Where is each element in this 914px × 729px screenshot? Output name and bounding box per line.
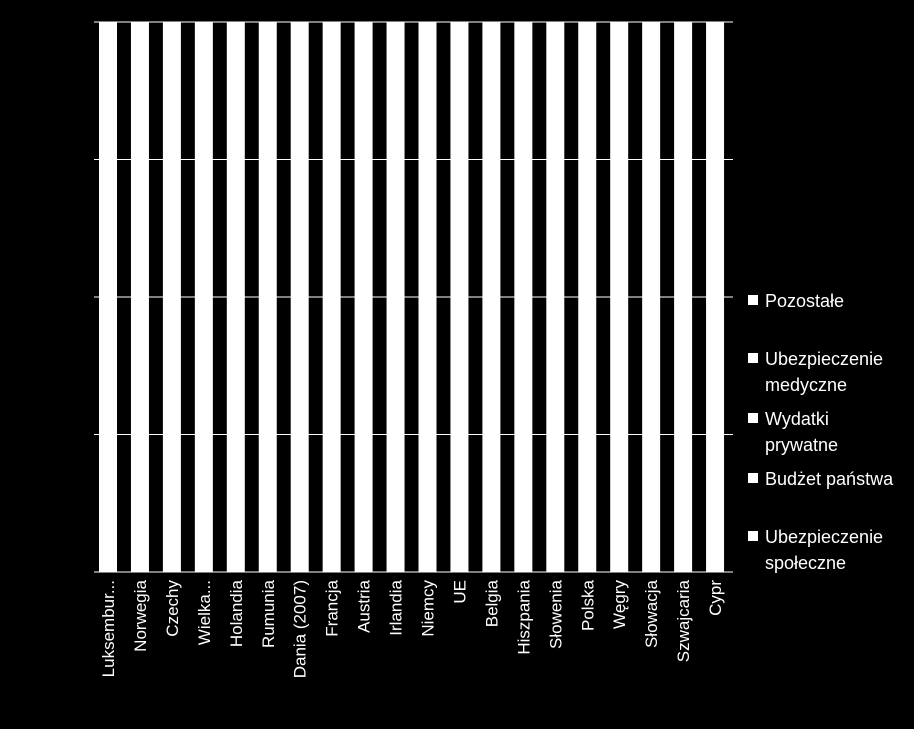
x-tick-label: Niemcy [419,580,438,637]
x-tick-label: Szwajcaria [674,579,693,662]
legend-item-ubezpieczenie-spoleczne: Ubezpieczenie społeczne [748,524,908,576]
bar-segment [354,22,373,572]
legend-swatch [748,473,758,483]
bar-segment [418,22,437,572]
gridlines [94,21,733,573]
x-tick-label: Cypr [706,580,725,616]
x-tick-label: Norwegia [131,579,150,651]
bar-segment [514,22,533,572]
legend-swatch [748,353,758,363]
bar-segment [290,22,309,572]
x-tick-label: Holandia [227,579,246,647]
x-tick-labels: Luksembur... Norwegia Czechy Wielka... Holan… [99,579,725,678]
legend-swatch [748,531,758,541]
legend-item-budzet-panstwa: Budżet państwa [748,466,914,492]
legend-swatch [748,295,758,305]
legend-label: Ubezpieczenie medyczne [765,349,884,395]
bar-segment [610,22,629,572]
x-tick-label: Francja [323,579,342,636]
bar-segment [194,22,213,572]
x-tick-label: Irlandia [387,579,406,635]
legend-item-ubezpieczenie-medyczne: Ubezpieczenie medyczne [748,346,908,398]
bar-segment [258,22,277,572]
x-tick-label: Luksembur... [99,580,118,677]
bar-segment [450,22,469,572]
x-tick-label: Węgry [610,580,629,630]
x-tick-label: Słowacja [642,579,661,648]
legend-label: Budżet państwa [765,469,894,489]
legend-item-pozostale: Pozostałe [748,288,844,314]
bar-segment [578,22,597,572]
bar-segment [99,22,117,572]
x-tick-label: UE [450,580,469,604]
bar-segment [226,22,245,572]
legend-swatch [748,413,758,423]
legend-label: Ubezpieczenie społeczne [765,527,884,573]
x-tick-label: Czechy [163,580,182,637]
x-tick-label: Słowenia [546,579,565,649]
x-tick-label: Belgia [482,579,501,627]
bar-segment [482,22,501,572]
x-tick-label: Hiszpania [514,579,533,654]
bar-segment [130,22,149,572]
legend-label: Pozostałe [765,291,845,311]
legend-label: Wydatki prywatne [765,409,839,455]
bar-segment [322,22,341,572]
bar-segment [162,22,181,572]
bars [99,22,725,572]
x-tick-label: Wielka... [195,580,214,645]
x-tick-label: Polska [578,579,597,631]
bar-segment [706,22,725,572]
bar-segment [674,22,693,572]
x-tick-label: Austria [355,579,374,632]
bar-segment [546,22,565,572]
bar-segment [642,22,661,572]
bar-segment [386,22,405,572]
x-tick-label: Rumunia [259,579,278,648]
x-tick-label: Dania (2007) [291,580,310,678]
legend-item-wydatki-prywatne: Wydatki prywatne [748,406,858,458]
